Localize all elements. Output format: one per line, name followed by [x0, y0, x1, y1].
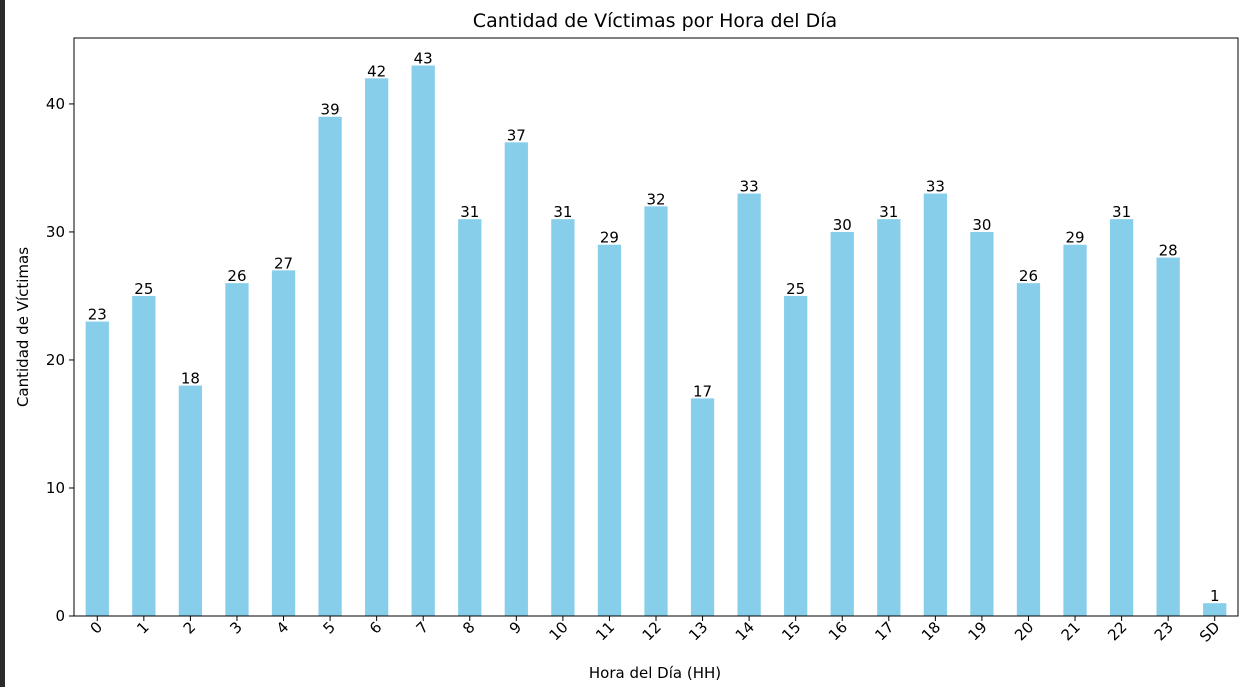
x-tick-label-2: 2	[180, 618, 199, 637]
data-label-23: 28	[1159, 242, 1178, 260]
bar-10	[551, 219, 575, 616]
bar-8	[458, 219, 482, 616]
x-tick-label-12: 12	[639, 618, 665, 644]
x-axis-label: Hora del Día (HH)	[589, 664, 721, 682]
x-tick-label-18: 18	[918, 618, 944, 644]
bar-12	[644, 206, 668, 616]
data-label-12: 32	[646, 190, 665, 208]
x-tick-label-19: 19	[965, 618, 991, 644]
y-axis-label: Cantidad de Víctimas	[14, 247, 32, 407]
value-labels-group: 23 25 18 26 27 39 42 43 31 37 31 29 32 17 33 25 30 31 33 30…	[88, 50, 1220, 606]
data-label-14: 33	[740, 178, 759, 196]
x-tick-label-21: 21	[1058, 618, 1084, 644]
bar-1	[132, 295, 156, 616]
x-tick-label-9: 9	[506, 618, 525, 637]
bar-9	[504, 142, 528, 616]
chart-title: Cantidad de Víctimas por Hora del Día	[473, 10, 837, 32]
x-tick-label-5: 5	[319, 618, 338, 637]
bar-16	[830, 231, 854, 616]
x-tick-label-6: 6	[366, 618, 385, 637]
data-label-18: 33	[926, 178, 945, 196]
x-tick-label-11: 11	[592, 618, 618, 644]
y-tick-label-20: 20	[46, 351, 65, 369]
x-tick-label-7: 7	[413, 618, 432, 637]
bar-17	[877, 219, 901, 616]
bar-21	[1063, 244, 1087, 617]
y-tick-label-40: 40	[46, 95, 65, 113]
bar-4	[271, 270, 296, 616]
data-label-2: 18	[181, 370, 200, 388]
y-tick-label-0: 0	[55, 607, 65, 625]
bar-13	[690, 398, 715, 616]
bar-14	[737, 193, 761, 616]
bar-2	[178, 385, 203, 616]
y-tick-label-10: 10	[46, 479, 65, 497]
y-axis: 0 10 20 30 40	[46, 95, 74, 625]
x-tick-label-8: 8	[459, 618, 478, 637]
bar-6	[365, 78, 389, 617]
x-tick-label-20: 20	[1011, 618, 1037, 644]
data-label-19: 30	[972, 216, 991, 234]
x-tick-label-3: 3	[226, 618, 245, 637]
bar-11	[597, 244, 622, 617]
bar-5	[318, 116, 342, 616]
x-tick-label-15: 15	[778, 618, 804, 644]
x-tick-label-16: 16	[825, 618, 851, 644]
y-tick-label-30: 30	[46, 223, 65, 241]
bar-20	[1016, 283, 1041, 616]
bar-19	[970, 231, 994, 616]
x-axis: 0 1 2 3 4 5 6 7 8 9 10 11 12 13 14 15 16 17 18 19 20 21 22 23 SD	[87, 616, 1224, 646]
plot-frame	[73, 37, 1239, 617]
x-tick-label-22: 22	[1104, 618, 1130, 644]
data-label-21: 29	[1065, 229, 1084, 247]
data-label-3: 26	[227, 267, 246, 285]
data-label-6: 42	[367, 62, 386, 80]
data-label-9: 37	[507, 126, 526, 144]
bar-22	[1109, 219, 1134, 616]
bar-SD	[1203, 603, 1227, 616]
x-tick-label-1: 1	[133, 618, 152, 637]
x-tick-label-14: 14	[732, 618, 758, 644]
x-tick-label-SD: SD	[1196, 618, 1224, 646]
data-label-15: 25	[786, 280, 805, 298]
data-label-13: 17	[693, 382, 712, 400]
data-label-7: 43	[414, 50, 433, 68]
data-label-20: 26	[1019, 267, 1038, 285]
data-label-16: 30	[833, 216, 852, 234]
bar-0	[85, 321, 109, 616]
bar-7	[411, 65, 435, 617]
bar-18	[923, 193, 947, 616]
data-label-11: 29	[600, 229, 619, 247]
bar-15	[784, 295, 808, 616]
x-tick-label-23: 23	[1151, 618, 1177, 644]
x-tick-label-17: 17	[871, 618, 897, 644]
data-label-0: 23	[88, 306, 107, 324]
window-edge	[0, 0, 5, 687]
bar-23	[1156, 257, 1180, 616]
data-label-5: 39	[321, 101, 340, 119]
data-label-17: 31	[879, 203, 898, 221]
bar-3	[225, 283, 249, 616]
bars-group	[85, 65, 1227, 617]
data-label-22: 31	[1112, 203, 1131, 221]
data-label-1: 25	[134, 280, 153, 298]
data-label-8: 31	[460, 203, 479, 221]
data-label-SD: 1	[1210, 587, 1220, 605]
data-label-10: 31	[553, 203, 572, 221]
data-label-4: 27	[274, 254, 293, 272]
x-tick-label-0: 0	[87, 618, 106, 637]
x-tick-label-4: 4	[273, 618, 292, 637]
x-tick-label-13: 13	[685, 618, 711, 644]
x-tick-label-10: 10	[545, 618, 571, 644]
